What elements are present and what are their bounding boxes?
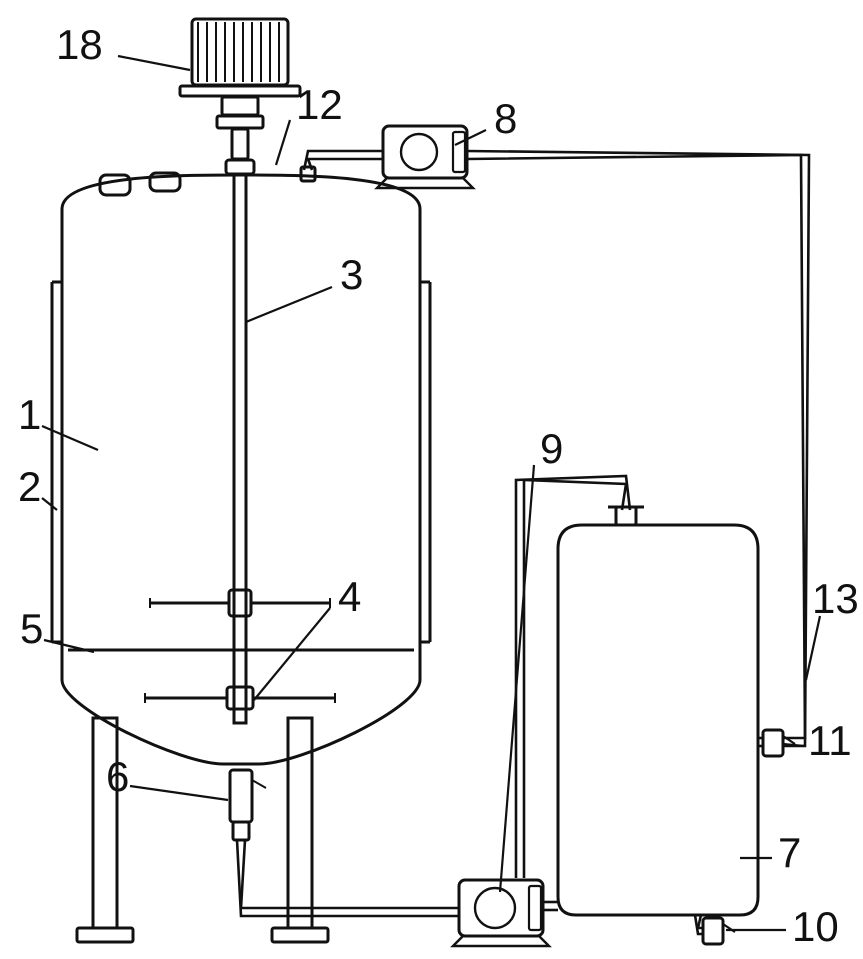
label-2: 2 — [18, 463, 41, 510]
label-11: 11 — [808, 717, 852, 764]
label-9: 9 — [540, 425, 563, 472]
label-6: 6 — [106, 753, 129, 800]
label-13: 13 — [812, 575, 859, 622]
label-8: 8 — [494, 95, 517, 142]
label-1: 1 — [18, 391, 41, 438]
label-10: 10 — [792, 903, 839, 950]
label-5: 5 — [20, 605, 43, 652]
label-3: 3 — [340, 251, 363, 298]
label-7: 7 — [778, 829, 801, 876]
engineering-diagram: 1812831294513116710 — [0, 0, 863, 959]
label-12: 12 — [296, 81, 343, 128]
label-18: 18 — [56, 21, 103, 68]
label-4: 4 — [338, 573, 361, 620]
